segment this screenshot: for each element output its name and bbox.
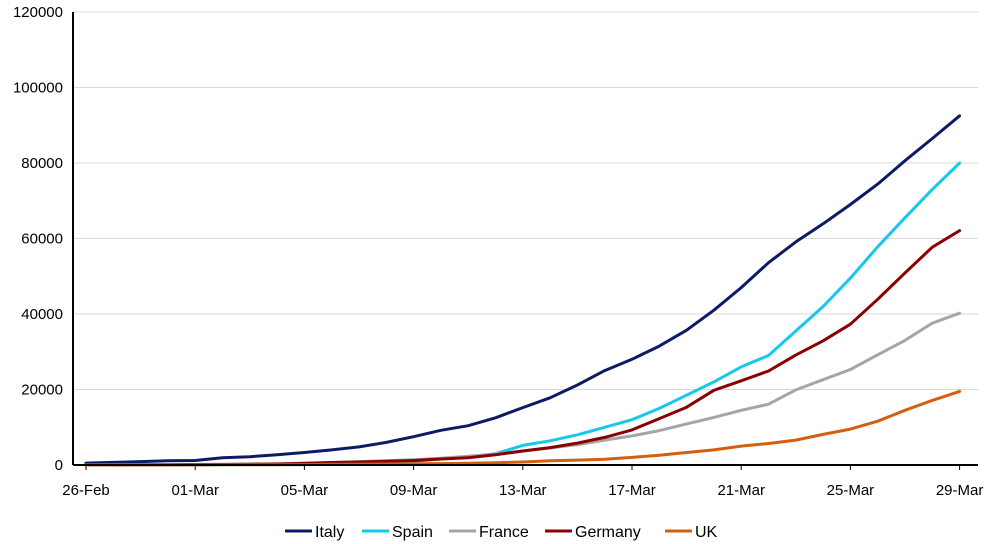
legend-label-germany: Germany: [575, 524, 641, 541]
series-line-germany: [84, 229, 962, 467]
y-tick-label: 80000: [21, 155, 63, 172]
y-tick-label: 100000: [13, 80, 63, 97]
x-tick-label: 13-Mar: [499, 482, 547, 499]
x-tick-label: 05-Mar: [281, 482, 329, 499]
series-line-italy: [84, 114, 962, 465]
series-line-uk: [84, 389, 962, 467]
x-tick-label: 09-Mar: [390, 482, 438, 499]
y-axis-tick-labels: 0 20000 40000 60000 80000 100000 120000: [13, 4, 63, 474]
y-tick-label: 60000: [21, 231, 63, 248]
legend-label-italy: Italy: [315, 524, 344, 541]
x-tick-label: 26-Feb: [62, 482, 110, 499]
y-tick-label: 20000: [21, 382, 63, 399]
legend: Italy Spain France Germany UK: [285, 524, 718, 541]
y-tick-label: 40000: [21, 306, 63, 323]
y-tick-label: 0: [55, 457, 63, 474]
x-axis-tick-labels: 26-Feb 01-Mar 05-Mar 09-Mar 13-Mar 17-Mar 21-M…: [62, 465, 983, 499]
x-tick-label: 21-Mar: [717, 482, 765, 499]
x-tick-label: 25-Mar: [827, 482, 875, 499]
legend-label-france: France: [479, 524, 529, 541]
legend-label-spain: Spain: [392, 524, 433, 541]
x-tick-label: 29-Mar: [936, 482, 984, 499]
series-lines: [84, 114, 962, 467]
x-tick-label: 17-Mar: [608, 482, 656, 499]
y-tick-label: 120000: [13, 4, 63, 21]
legend-label-uk: UK: [695, 524, 718, 541]
gridlines: [73, 11, 978, 390]
x-tick-label: 01-Mar: [171, 482, 219, 499]
